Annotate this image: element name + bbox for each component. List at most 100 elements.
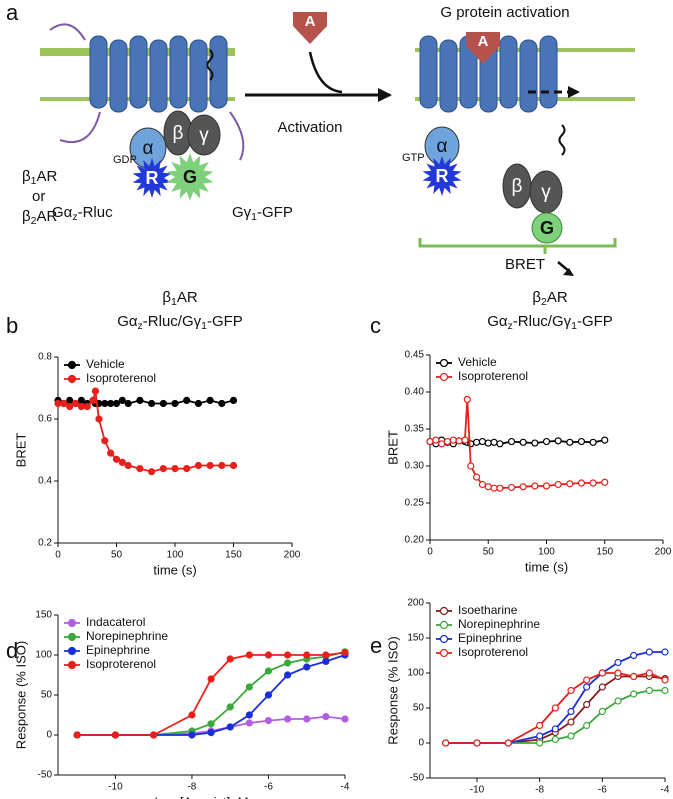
y-tick-label: 0 (46, 730, 52, 741)
x-tick-label: 150 (225, 550, 242, 561)
y-tick-label: 0.45 (405, 350, 425, 361)
data-point (218, 399, 226, 408)
data-point (264, 691, 273, 699)
data-point (589, 479, 597, 487)
data-point (461, 436, 469, 444)
legend-label: Isoproterenol (86, 657, 156, 671)
text-part: z (138, 320, 143, 332)
legend-label: Isoproterenol (458, 369, 528, 383)
data-point (566, 438, 574, 446)
data-point (66, 403, 74, 411)
data-point (554, 437, 562, 445)
data-point (148, 468, 156, 476)
chart-title: β2AR (532, 289, 567, 308)
x-tick-label: 50 (483, 547, 495, 558)
y-tick-label: 0.2 (38, 538, 52, 549)
subunit-label: γ (199, 125, 209, 146)
subunit-label: β (512, 176, 523, 197)
x-tick-label: -10 (470, 785, 485, 796)
data-point (473, 473, 481, 481)
legend-marker (67, 360, 77, 370)
legend-label: Epinephrine (86, 643, 150, 657)
data-point (303, 715, 311, 723)
x-tick-label: 0 (55, 550, 61, 561)
y-tick-label: 150 (407, 633, 424, 644)
data-point (504, 739, 512, 747)
receptor-label: β1AR (22, 168, 57, 187)
data-point (284, 651, 292, 659)
data-point (661, 648, 669, 656)
data-point (490, 484, 498, 492)
data-point (218, 461, 226, 470)
y-tick-label: 0.4 (38, 476, 52, 487)
legend-label: Isoproterenol (458, 645, 528, 659)
subunit-label: α (437, 136, 448, 157)
helix (209, 35, 228, 109)
data-point (159, 465, 167, 473)
text-part: -GFP (207, 313, 243, 330)
text-part: 1 (201, 320, 207, 332)
x-tick-label: -4 (341, 782, 350, 793)
legend-label: Vehicle (458, 355, 497, 369)
x-axis-label: time (s) (153, 562, 196, 577)
subunit-label: α (143, 138, 154, 159)
helix (519, 39, 538, 113)
text-part: AR (547, 289, 568, 306)
data-point (112, 399, 121, 408)
tag-label: G (183, 167, 197, 187)
data-point (583, 676, 591, 684)
text-part: AR (36, 208, 57, 225)
text-part: β (532, 289, 541, 306)
data-point (303, 663, 311, 671)
data-point (245, 711, 253, 719)
data-point (567, 686, 575, 695)
legend-marker (439, 620, 449, 630)
agonist-label: A (478, 33, 489, 50)
data-point (54, 399, 62, 408)
legend-label: Norepinephrine (86, 629, 168, 643)
legend-marker (67, 632, 77, 642)
helix (539, 35, 558, 109)
data-point (73, 731, 81, 739)
x-tick-label: 100 (167, 550, 184, 561)
x-tick-label: -6 (264, 782, 273, 793)
data-point (484, 483, 492, 491)
legend-label: Indacaterol (86, 615, 145, 629)
data-point (229, 461, 238, 470)
data-point (583, 700, 591, 709)
legend-label: Epinephrine (458, 631, 522, 645)
data-point (66, 396, 74, 404)
data-point (507, 483, 516, 492)
data-point (136, 465, 144, 473)
data-point (245, 651, 253, 659)
y-tick-label: -50 (410, 773, 425, 784)
data-point (207, 720, 215, 728)
data-point (188, 731, 196, 739)
receptor-label: β2AR (22, 208, 57, 227)
x-axis-label: Log [Agonist], M (501, 797, 595, 799)
arrow-head (378, 88, 392, 102)
legend-marker (67, 618, 77, 628)
data-point (183, 465, 191, 473)
data-point (341, 648, 349, 657)
data-point (601, 436, 609, 444)
data-point (536, 739, 544, 747)
legend-marker (439, 372, 449, 382)
y-tick-label: 0.6 (38, 414, 52, 425)
data-point (519, 438, 527, 446)
data-point (443, 437, 452, 446)
data-point (630, 672, 638, 681)
data-point (496, 484, 504, 492)
data-point (322, 651, 330, 659)
gdp-label: GDP (113, 154, 137, 166)
text-part: -GFP (577, 313, 613, 330)
x-axis-label: time (s) (525, 559, 568, 574)
legend-marker (439, 606, 449, 616)
data-point (101, 437, 109, 445)
data-point (77, 396, 86, 404)
data-point (264, 651, 273, 659)
y-tick-label: 0.8 (38, 352, 52, 363)
data-point (107, 399, 115, 408)
